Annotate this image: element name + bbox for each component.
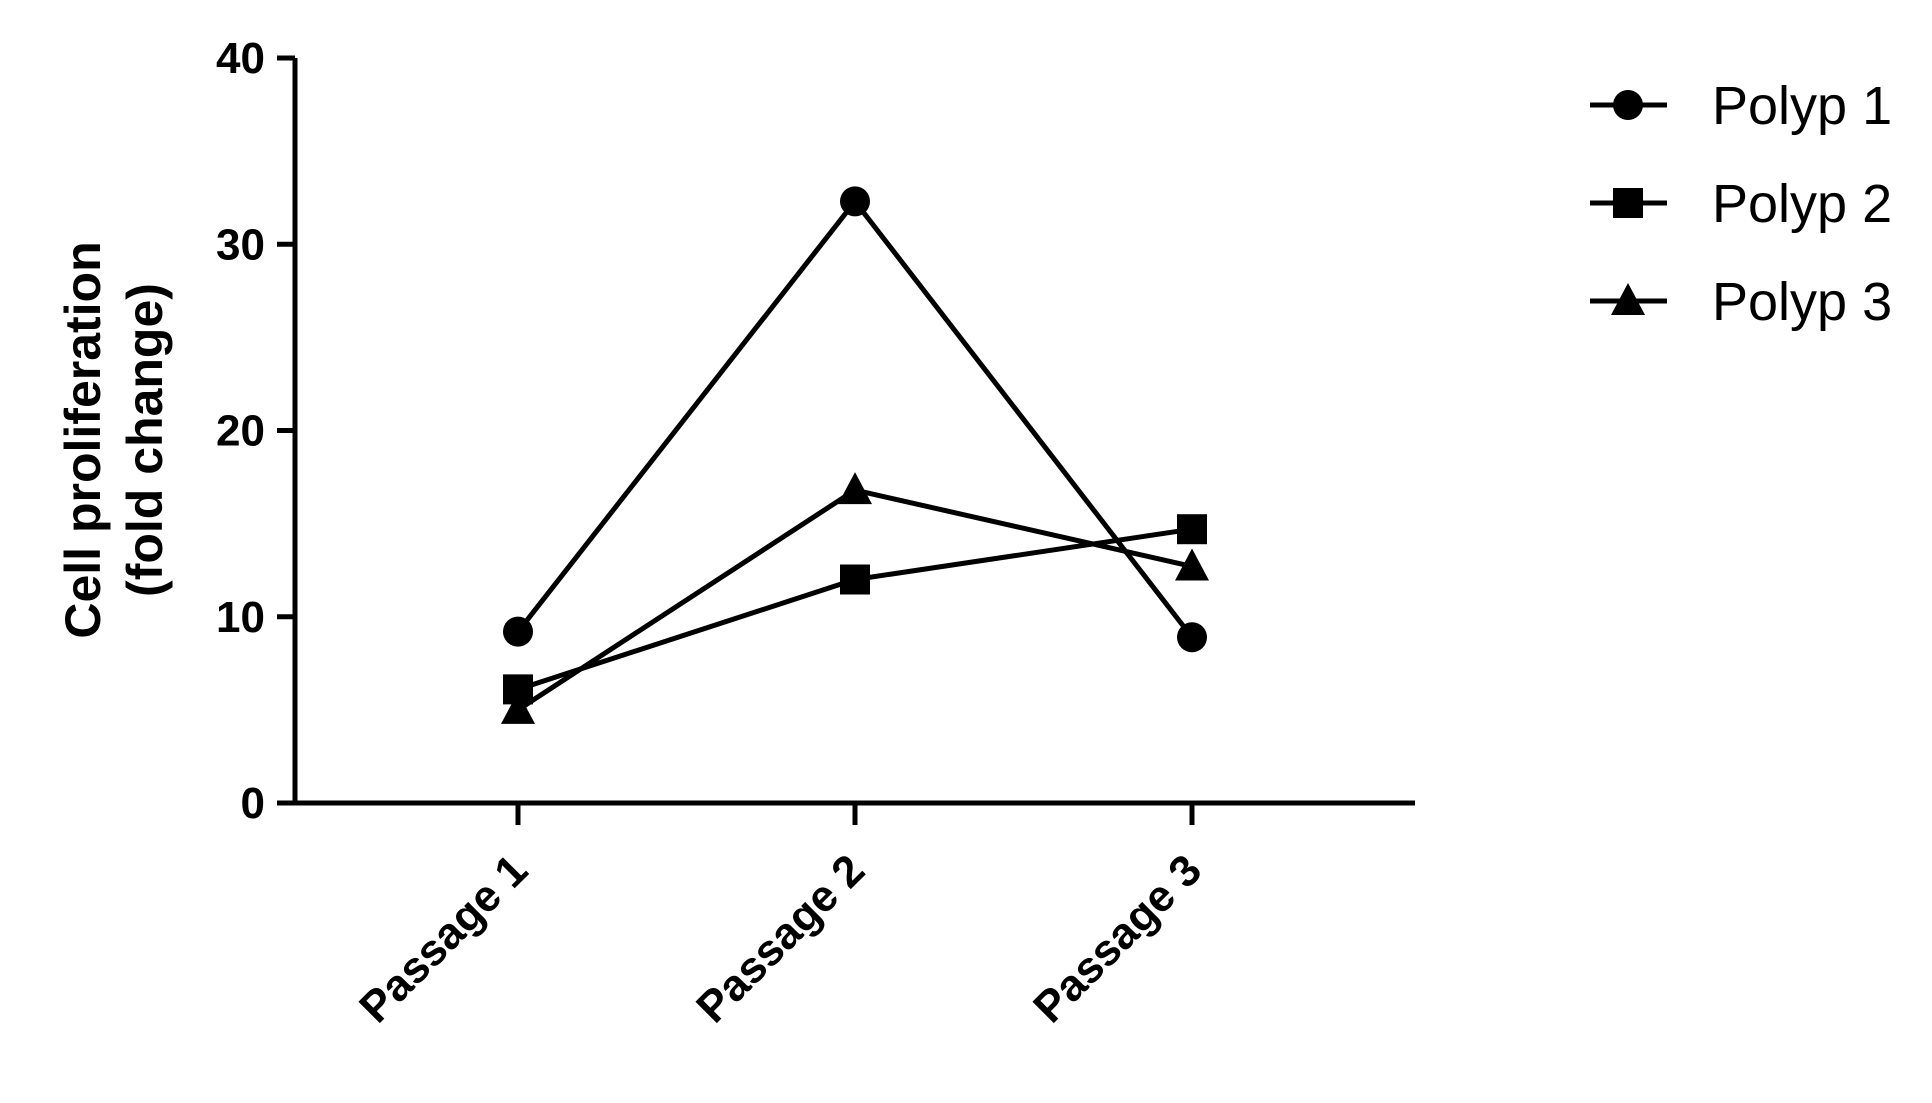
legend: Polyp 1 Polyp 2 Polyp 3 <box>1590 76 1892 332</box>
x-tick-label: Passage 1 <box>350 845 537 1032</box>
legend-label: Polyp 2 <box>1712 174 1892 234</box>
y-tick-label: 40 <box>216 34 265 83</box>
legend-marker-square <box>1613 188 1643 218</box>
legend-label: Polyp 1 <box>1712 76 1892 136</box>
data-point-series-3 <box>1175 548 1209 581</box>
x-tick-label: Passage 3 <box>1024 845 1211 1032</box>
legend-marker-circle <box>1613 90 1643 120</box>
data-point-series-2 <box>1177 514 1207 545</box>
axes: 0 10 20 30 40 Passage 1 Passage 2 Passage 3 <box>216 34 1415 1032</box>
y-axis-label-line-2: (fold change) <box>117 283 173 597</box>
data-point-series-3 <box>501 691 535 724</box>
series-line-3 <box>516 487 1193 712</box>
y-tick-label: 10 <box>216 593 265 642</box>
y-tick-label: 0 <box>241 779 265 828</box>
data-point-series-1 <box>1177 622 1207 653</box>
series-line-2 <box>517 526 1193 692</box>
x-tick-label: Passage 2 <box>687 845 874 1032</box>
data-point-series-1 <box>503 616 533 647</box>
data-point-series-2 <box>840 564 870 595</box>
legend-marker-triangle <box>1611 283 1645 315</box>
data-point-series-3 <box>838 472 872 505</box>
series-lines <box>516 198 1194 712</box>
legend-label: Polyp 3 <box>1712 272 1892 332</box>
y-tick-label: 30 <box>216 220 265 269</box>
y-tick-label: 20 <box>216 407 265 456</box>
y-axis-label: Cell proliferation (fold change) <box>55 241 173 638</box>
data-point-series-1 <box>840 186 870 217</box>
y-axis-label-line-1: Cell proliferation <box>55 241 111 638</box>
series-markers <box>501 186 1209 724</box>
